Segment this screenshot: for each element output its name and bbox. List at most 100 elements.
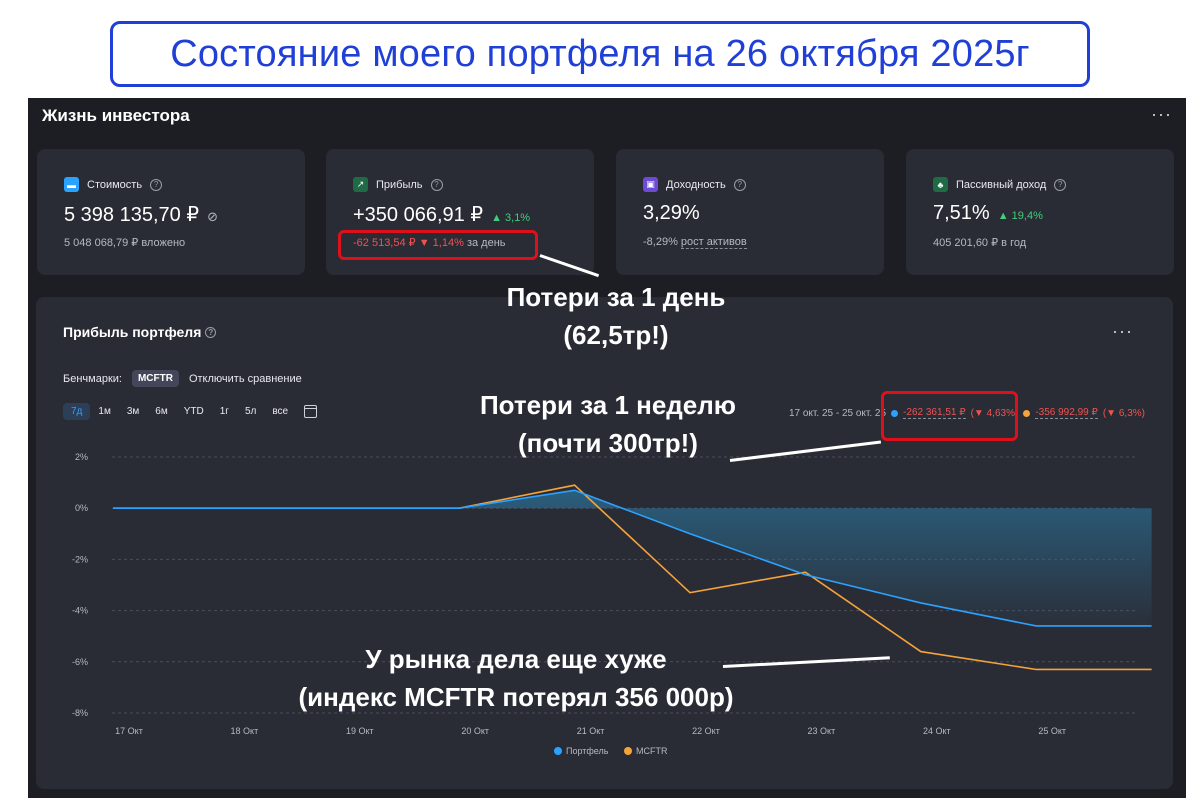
more-dots-icon[interactable]: ···: [1151, 104, 1172, 124]
card-value-sub: 5 048 068,79 ₽ вложено: [64, 237, 186, 249]
bench-label: Бенчмарки:: [63, 372, 122, 385]
app-title: Жизнь инвестора: [42, 106, 190, 125]
card-yield-sub: -8,29% рост активов: [643, 236, 747, 249]
period-3m[interactable]: 3м: [126, 406, 140, 417]
period-ytd[interactable]: YTD: [183, 406, 204, 417]
wallet-icon: ▬: [64, 177, 79, 192]
period-all[interactable]: все: [272, 406, 289, 417]
day-loss-annotation: Потери за 1 день (62,5тр!): [486, 278, 746, 354]
x-tick-label: 23 Окт: [808, 726, 836, 736]
market-annotation: У рынка дела еще хуже (индекс MCFTR поте…: [258, 640, 774, 716]
portfolio-line: [113, 489, 1152, 627]
week-loss-line1: Потери за 1 неделю: [479, 390, 736, 420]
x-tick-label: 25 Окт: [1038, 726, 1066, 736]
card-value-label: Стоимость: [87, 178, 143, 191]
bench-chip[interactable]: MCFTR: [131, 370, 179, 387]
card-passive-delta: ▲ 19,4%: [997, 210, 1043, 222]
y-tick-label: -6%: [72, 657, 88, 667]
week-loss-annotation: Потери за 1 неделю (почти 300тр!): [450, 386, 766, 462]
mcftr-pct-value: 6,3%: [1118, 407, 1142, 419]
day-loss-line2: (62,5тр!): [563, 320, 669, 350]
portfolio-pct-value: 4,63%: [986, 407, 1015, 419]
market-line1: У рынка дела еще хуже: [365, 644, 667, 674]
card-yield: ▣ Доходность ? 3,29% -8,29% рост активов: [616, 149, 884, 275]
benchmarks-row: Бенчмарки: MCFTR Отключить сравнение: [63, 370, 302, 387]
profit-chart: 2% 0% -2% -4% -6% -8% 17 Окт 18 Окт 19 Окт 20 Окт…: [72, 452, 1152, 756]
calendar-icon[interactable]: [304, 405, 318, 418]
y-tick-label: 2%: [75, 452, 88, 462]
y-tick-label: -8%: [72, 708, 88, 718]
portfolio-change: -262 361,51 ₽: [903, 407, 966, 419]
period-6m[interactable]: 6м: [155, 406, 168, 417]
card-yield-sub-value: -8,29%: [643, 236, 678, 248]
mcftr-pct: (▼ 6,3%): [1102, 407, 1145, 419]
x-tick-label: 24 Окт: [923, 726, 951, 736]
disable-compare-button[interactable]: Отключить сравнение: [188, 372, 302, 385]
mcftr-dot-icon: [1023, 409, 1031, 417]
week-loss-line2: (почти 300тр!): [518, 428, 698, 458]
day-loss-value: -62 513,54 ₽: [353, 237, 416, 249]
x-tick-label: 19 Окт: [346, 726, 374, 736]
legend-dot: [554, 747, 562, 755]
legend-label: Портфель: [566, 746, 609, 756]
card-passive-delta-value: 19,4%: [1011, 210, 1043, 222]
piggy-bank-icon: ♣: [933, 177, 948, 192]
card-passive-sub: 405 201,60 ₽ в год: [933, 237, 1027, 249]
app-window: Жизнь инвестора ··· ▬ Стоимость ? 5 398 …: [28, 98, 1186, 798]
card-passive: ♣ Пассивный доход ? 7,51% ▲ 19,4% 405 20…: [906, 149, 1174, 275]
panel-title: Прибыль портфеля ?: [63, 324, 217, 340]
help-icon[interactable]: ?: [430, 178, 443, 191]
market-line2: (индекс MCFTR потерял 356 000р): [298, 682, 734, 712]
card-profit-amount: +350 066,91 ₽: [353, 204, 484, 226]
card-profit-delta-value: 3,1%: [505, 212, 531, 224]
more-dots-icon[interactable]: ···: [1112, 321, 1133, 341]
portfolio-area: [113, 490, 1152, 626]
day-loss-period: за день: [466, 237, 506, 249]
help-icon[interactable]: ?: [1054, 178, 1067, 191]
range-dates: 17 окт. 25 - 25 окт. 25: [788, 407, 887, 419]
card-yield-sub-text[interactable]: рост активов: [680, 236, 747, 249]
card-value-amount: 5 398 135,70 ₽: [64, 204, 200, 226]
headline-banner: Состояние моего портфеля на 26 октября 2…: [110, 21, 1090, 87]
day-loss-pct-value: 1,14%: [432, 237, 464, 249]
legend-label: MCFTR: [636, 746, 668, 756]
card-yield-amount: 3,29%: [643, 202, 700, 224]
help-icon[interactable]: ?: [205, 326, 217, 338]
eye-hidden-icon[interactable]: ⊘: [207, 209, 218, 224]
card-passive-label: Пассивный доход: [956, 178, 1047, 191]
period-7d[interactable]: 7д: [63, 403, 91, 420]
card-profit-sub: -62 513,54 ₽ ▼ 1,14% за день: [353, 236, 506, 249]
y-tick-label: -2%: [72, 554, 88, 564]
card-profit-label: Прибыль: [376, 178, 423, 191]
period-1y[interactable]: 1г: [219, 406, 229, 417]
x-tick-label: 18 Окт: [231, 726, 259, 736]
calendar-icon: ▣: [643, 177, 658, 192]
profit-panel: Прибыль портфеля ? ··· Бенчмарки: MCFTR …: [36, 297, 1173, 789]
chart-up-icon: ↗: [353, 177, 368, 192]
card-value: ▬ Стоимость ? 5 398 135,70 ₽ ⊘ 5 048 068…: [37, 149, 305, 275]
period-selector: 7д 1м 3м 6м YTD 1г 5л все: [63, 403, 318, 420]
x-tick-label: 17 Окт: [115, 726, 143, 736]
day-loss-line1: Потери за 1 день: [506, 282, 726, 312]
mcftr-change: -356 992,99 ₽: [1035, 407, 1098, 419]
y-tick-label: -4%: [72, 606, 88, 616]
legend-dot: [624, 747, 632, 755]
card-profit: ↗ Прибыль ? +350 066,91 ₽ ▲ 3,1% -62 513…: [326, 149, 594, 275]
card-yield-label: Доходность: [666, 178, 726, 191]
x-tick-label: 21 Окт: [577, 726, 605, 736]
day-loss-pct: ▼ 1,14%: [418, 237, 464, 249]
day-loss-highlight: [338, 230, 538, 260]
panel-title-text: Прибыль портфеля: [63, 324, 202, 340]
card-passive-amount: 7,51%: [933, 202, 990, 224]
x-tick-label: 22 Окт: [692, 726, 720, 736]
y-tick-label: 0%: [75, 503, 88, 513]
period-5y[interactable]: 5л: [244, 406, 257, 417]
week-loss-highlight: [881, 391, 1018, 441]
help-icon[interactable]: ?: [733, 178, 746, 191]
help-icon[interactable]: ?: [150, 178, 163, 191]
portfolio-dot-icon: [891, 409, 899, 417]
card-profit-delta: ▲ 3,1%: [491, 212, 531, 224]
headline-text: Состояние моего портфеля на 26 октября 2…: [170, 32, 1030, 75]
period-1m[interactable]: 1м: [98, 406, 111, 417]
x-tick-label: 20 Окт: [461, 726, 489, 736]
